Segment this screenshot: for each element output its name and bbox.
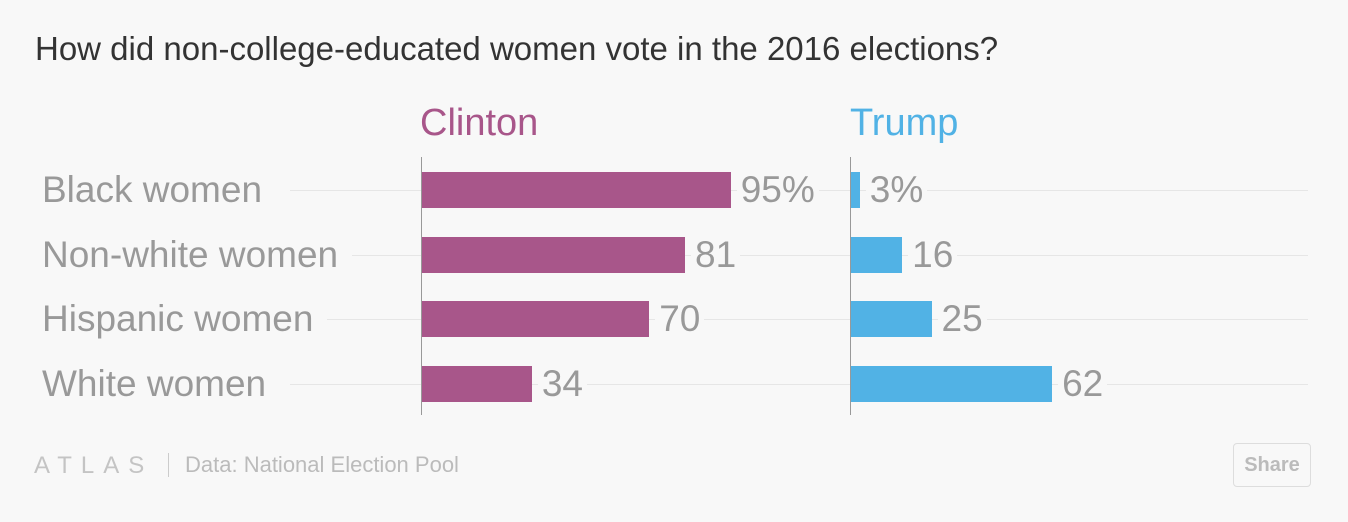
bar-trump — [850, 366, 1053, 402]
category-label: Black women — [42, 170, 277, 210]
gridline — [290, 319, 1308, 320]
bar-clinton — [421, 366, 532, 402]
series-label-trump: Trump — [850, 102, 959, 144]
source-note: Data: National Election Pool — [185, 452, 459, 477]
category-label: White women — [42, 364, 281, 404]
value-label-trump: 16 — [908, 235, 958, 275]
value-label-clinton: 95% — [736, 170, 819, 210]
gridline — [290, 384, 1308, 385]
clinton-axis — [421, 157, 422, 415]
bar-trump — [850, 237, 903, 273]
category-label: Non-white women — [42, 235, 353, 275]
value-label-trump: 3% — [865, 170, 928, 210]
series-label-clinton: Clinton — [420, 102, 539, 144]
bar-clinton — [421, 237, 686, 273]
gridline — [290, 255, 1308, 256]
value-label-clinton: 70 — [655, 299, 705, 339]
category-label: Hispanic women — [42, 299, 328, 339]
value-label-trump: 62 — [1058, 364, 1108, 404]
bar-clinton — [421, 172, 731, 208]
atlas-logo: ATLAS — [34, 452, 154, 479]
bar-trump — [850, 301, 932, 337]
footer-divider — [168, 453, 169, 477]
bar-trump — [850, 172, 860, 208]
value-label-clinton: 81 — [691, 235, 741, 275]
value-label-clinton: 34 — [537, 364, 587, 404]
share-button[interactable]: Share — [1233, 443, 1311, 487]
value-label-trump: 25 — [937, 299, 987, 339]
bar-clinton — [421, 301, 650, 337]
trump-axis — [850, 157, 851, 415]
chart-title: How did non-college-educated women vote … — [35, 30, 999, 67]
